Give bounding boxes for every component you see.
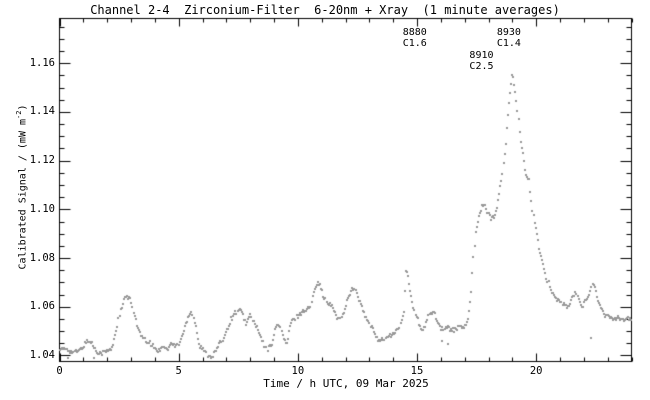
x-tick-label: 5 (175, 365, 182, 377)
y-axis-title-text: Calibrated Signal / (mW m (17, 118, 29, 270)
flare-id: 8880 (402, 27, 427, 38)
y-tick-label: 1.04 (29, 348, 55, 361)
chart-title: Channel 2-4 Zirconium-Filter 6-20nm + Xr… (90, 3, 560, 17)
flare-id: 8910 (469, 50, 494, 61)
y-axis-title: Calibrated Signal / (mW m-2) (15, 37, 29, 337)
flare-annotation: 8930 C1.4 (497, 27, 521, 49)
x-axis-title: Time / h UTC, 09 Mar 2025 (263, 377, 429, 390)
flare-class: C1.4 (496, 38, 521, 49)
y-tick-label: 1.08 (29, 251, 55, 264)
flare-id: 8930 (496, 27, 521, 38)
y-tick-label: 1.14 (29, 105, 55, 118)
flare-annotation: 8910 C2.5 (469, 50, 493, 72)
y-tick-label: 1.06 (29, 300, 55, 313)
x-tick-label: 10 (291, 365, 305, 377)
x-tick-label: 0 (56, 365, 63, 377)
flare-class: C2.5 (469, 61, 494, 72)
y-tick-label: 1.12 (29, 154, 55, 167)
x-tick-label: 20 (529, 365, 543, 377)
flare-annotation: 8880 C1.6 (403, 27, 427, 49)
flare-class: C1.6 (402, 38, 427, 49)
y-tick-label: 1.10 (29, 202, 55, 215)
x-tick-label: 15 (410, 365, 424, 377)
y-tick-label: 1.16 (29, 56, 55, 69)
